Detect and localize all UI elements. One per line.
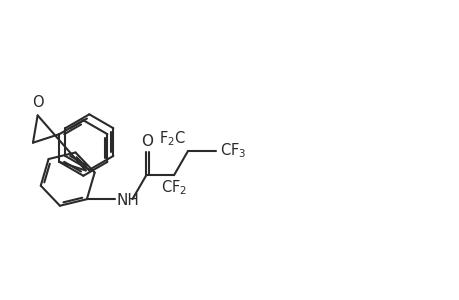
Text: CF$_3$: CF$_3$ <box>219 142 246 161</box>
Text: F$_2$C: F$_2$C <box>158 129 185 148</box>
Text: O: O <box>141 134 153 148</box>
Text: O: O <box>32 95 43 110</box>
Text: CF$_2$: CF$_2$ <box>161 178 187 197</box>
Text: NH: NH <box>116 193 139 208</box>
